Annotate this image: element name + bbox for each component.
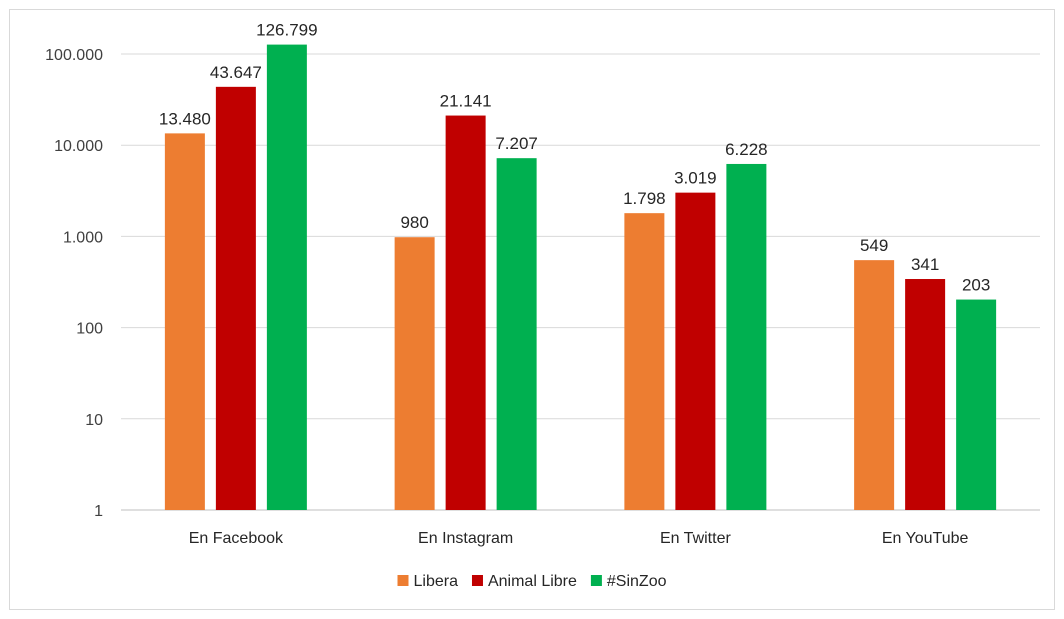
x-category-label: En Twitter (660, 530, 732, 547)
bar (854, 260, 895, 510)
data-label: 549 (860, 236, 888, 255)
bar (905, 279, 946, 510)
y-tick-label: 10.000 (54, 138, 103, 155)
legend-swatch (397, 575, 409, 586)
data-label: 203 (962, 276, 990, 295)
data-label: 6.228 (725, 140, 768, 159)
y-axis-ticks: 1 10 100 1.000 10.000 100.000 (45, 47, 103, 520)
gridlines (121, 53, 1040, 511)
legend-swatch (471, 575, 483, 586)
bars (164, 44, 997, 511)
bar (726, 163, 767, 510)
bar (496, 158, 537, 510)
bar (215, 86, 256, 511)
data-label: 1.798 (623, 189, 666, 208)
data-label: 13.480 (159, 109, 211, 128)
data-label: 7.207 (495, 134, 538, 153)
data-label: 43.647 (210, 63, 262, 82)
data-label: 126.799 (256, 21, 317, 40)
bar (624, 213, 665, 510)
bar (445, 115, 486, 510)
bar (394, 237, 435, 510)
y-tick-label: 1.000 (63, 229, 103, 246)
data-labels: 13.480 43.647 126.799 980 21.141 7.207 1.798 3.… (159, 21, 990, 295)
bar (164, 133, 205, 510)
legend: Libera Animal Libre #SinZoo (397, 573, 667, 590)
legend-label: Libera (414, 573, 459, 590)
bar (675, 192, 716, 511)
data-label: 980 (400, 213, 428, 232)
y-tick-label: 1 (94, 503, 103, 520)
data-label: 21.141 (440, 92, 492, 111)
legend-label: Animal Libre (488, 573, 577, 590)
y-tick-label: 100 (76, 321, 103, 338)
y-tick-label: 10 (85, 412, 103, 429)
x-axis-categories: En Facebook En Instagram En Twitter En YouT… (189, 530, 969, 547)
legend-label: #SinZoo (607, 573, 667, 590)
x-category-label: En YouTube (882, 530, 969, 547)
legend-swatch (590, 575, 602, 586)
bar (266, 44, 307, 511)
y-tick-label: 100.000 (45, 47, 103, 64)
x-category-label: En Facebook (189, 530, 284, 547)
bar (956, 299, 997, 510)
x-category-label: En Instagram (418, 530, 513, 547)
data-label: 341 (911, 255, 939, 274)
data-label: 3.019 (674, 169, 717, 188)
